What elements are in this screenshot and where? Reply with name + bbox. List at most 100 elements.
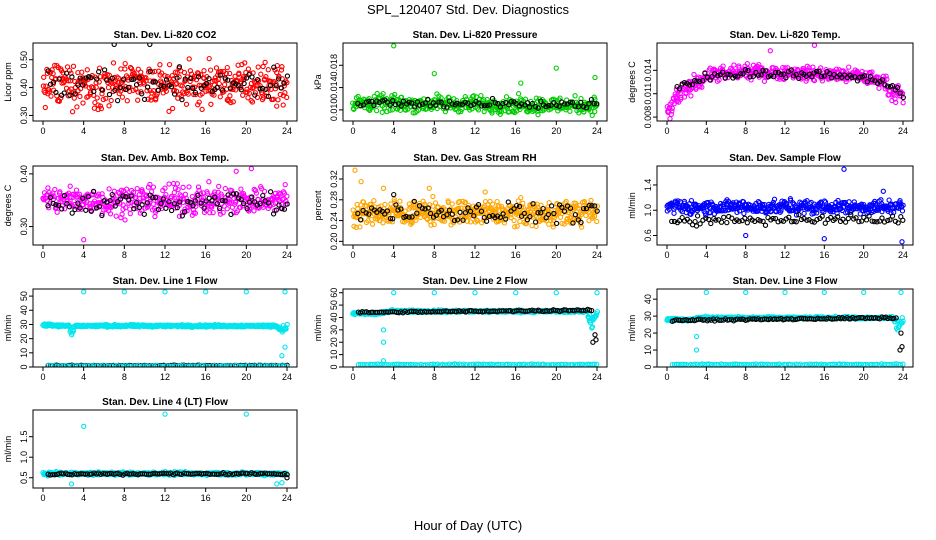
data-point — [77, 85, 84, 92]
data-point — [720, 69, 726, 75]
y-axis-label: degrees C — [627, 61, 637, 103]
data-point — [669, 105, 675, 111]
x-tick-label: 12 — [160, 126, 170, 136]
data-point — [694, 213, 701, 219]
data-point — [106, 103, 112, 109]
data-point — [671, 210, 677, 216]
data-point — [900, 100, 906, 106]
data-point — [840, 216, 846, 222]
data-point — [169, 105, 176, 112]
data-point — [251, 199, 258, 205]
data-point — [261, 188, 268, 195]
data-point — [801, 210, 807, 217]
data-point — [155, 206, 162, 213]
data-point — [482, 198, 489, 205]
data-point — [876, 85, 882, 91]
data-point — [174, 204, 180, 211]
data-point — [869, 77, 875, 83]
data-point — [457, 209, 463, 215]
data-point — [230, 191, 237, 197]
data-point — [130, 363, 136, 367]
panel-title: Stan. Dev. Line 1 Flow — [113, 276, 218, 287]
data-point — [284, 193, 290, 199]
data-point — [390, 216, 396, 222]
data-point — [284, 201, 290, 207]
data-point — [281, 80, 287, 86]
data-point — [884, 83, 891, 89]
data-point — [66, 204, 73, 210]
data-point — [71, 95, 77, 101]
data-point — [67, 183, 73, 189]
data-point — [277, 91, 283, 98]
data-point — [706, 216, 712, 223]
data-point — [236, 70, 242, 76]
data-point — [263, 93, 270, 99]
data-point — [238, 87, 244, 93]
data-point — [583, 212, 589, 219]
data-point — [187, 363, 193, 367]
data-point — [545, 211, 552, 218]
data-point — [786, 214, 792, 220]
data-point — [241, 80, 247, 87]
data-point — [848, 212, 854, 218]
data-point — [589, 324, 596, 330]
data-point — [144, 84, 151, 90]
data-point — [133, 82, 140, 88]
data-point — [73, 187, 80, 193]
data-point — [724, 219, 730, 226]
data-point — [246, 199, 253, 205]
data-point — [747, 74, 753, 80]
data-point — [228, 99, 234, 106]
data-point — [171, 88, 177, 94]
data-point — [676, 218, 683, 224]
y-tick-label: 10 — [19, 348, 29, 358]
data-point — [550, 217, 557, 224]
data-point — [530, 201, 536, 207]
data-point — [478, 103, 485, 109]
data-point — [208, 101, 214, 107]
data-point — [63, 85, 70, 91]
data-point — [416, 200, 423, 207]
data-point — [113, 213, 119, 219]
data-point — [249, 194, 255, 200]
data-point — [487, 198, 493, 205]
data-point — [392, 91, 398, 98]
y-tick-label: 0.014 — [643, 59, 653, 82]
data-point — [532, 219, 539, 225]
data-point — [256, 77, 262, 84]
y-tick-label: 0.30 — [19, 218, 29, 236]
data-point — [152, 213, 158, 220]
y-tick-label: 0.30 — [19, 107, 29, 125]
data-point — [398, 103, 404, 109]
data-point — [458, 308, 464, 314]
data-point — [124, 98, 130, 104]
x-tick-label: 8 — [432, 250, 437, 260]
data-point — [546, 102, 552, 109]
data-point — [366, 96, 372, 102]
data-point — [62, 206, 68, 212]
x-tick-label: 20 — [241, 250, 251, 260]
data-point — [61, 90, 67, 96]
data-point — [74, 104, 80, 110]
data-point — [893, 99, 899, 106]
data-point — [267, 82, 274, 89]
data-point — [681, 79, 688, 86]
data-point — [395, 207, 401, 213]
data-point — [63, 70, 70, 76]
data-point — [173, 195, 179, 201]
data-point — [819, 213, 825, 219]
data-point — [451, 361, 458, 367]
data-point — [484, 102, 490, 109]
y-axis-label: percent — [313, 190, 323, 221]
panel-title: Stan. Dev. Gas Stream RH — [413, 153, 536, 164]
data-point — [762, 222, 769, 228]
data-point — [398, 206, 404, 212]
outlier-point — [431, 70, 437, 77]
outlier-point — [592, 332, 598, 338]
data-point — [258, 186, 265, 192]
data-point — [392, 101, 399, 108]
data-point — [411, 198, 417, 205]
data-point — [760, 218, 766, 225]
outlier-point — [111, 43, 117, 48]
